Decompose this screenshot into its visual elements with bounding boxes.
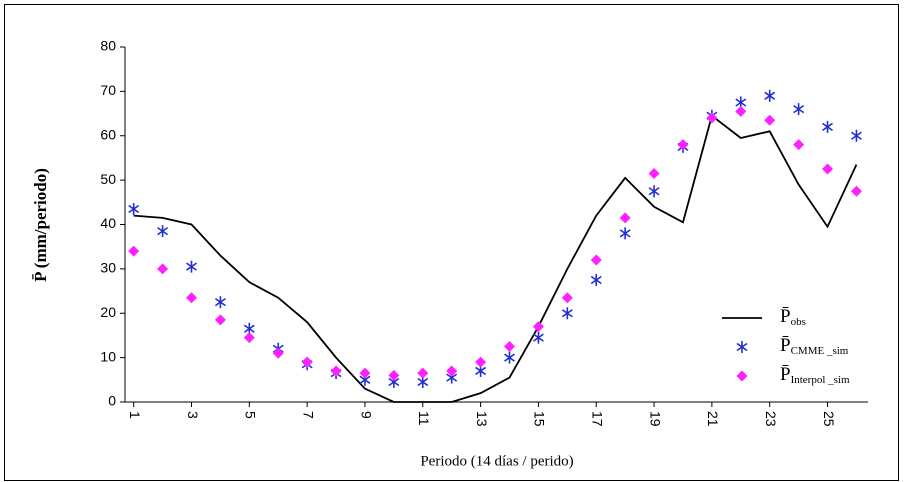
asterisk-stroke xyxy=(793,104,805,114)
data-point xyxy=(850,129,862,142)
asterisk-stroke xyxy=(590,275,602,285)
data-point xyxy=(504,341,516,353)
y-tick-label: 70 xyxy=(100,82,116,98)
legend-label: P̄obs xyxy=(780,306,806,327)
data-point xyxy=(330,365,342,377)
data-point xyxy=(388,369,400,381)
data-point xyxy=(272,347,284,359)
data-point xyxy=(128,245,140,257)
x-tick-label: 9 xyxy=(358,411,374,419)
data-line xyxy=(133,114,858,403)
y-tick-label: 60 xyxy=(100,126,116,142)
asterisk-stroke xyxy=(850,131,862,140)
legend-swatch xyxy=(736,370,748,382)
x-tick-label: 19 xyxy=(647,411,663,427)
legend-swatch xyxy=(736,341,748,353)
x-tick-label: 5 xyxy=(243,411,259,419)
data-point xyxy=(822,163,834,175)
data-point xyxy=(561,292,573,304)
x-tick-label: 3 xyxy=(185,411,201,419)
data-point xyxy=(735,105,747,117)
data-point xyxy=(706,112,718,124)
y-tick-label: 50 xyxy=(100,171,116,187)
frame xyxy=(4,4,899,481)
data-point xyxy=(619,212,631,224)
data-point xyxy=(619,227,631,240)
data-point xyxy=(648,185,660,198)
data-point xyxy=(446,365,458,377)
data-point xyxy=(504,351,515,364)
data-point xyxy=(822,120,833,133)
data-point xyxy=(590,254,602,266)
data-point xyxy=(764,114,776,126)
asterisk-stroke xyxy=(446,373,458,382)
asterisk-stroke xyxy=(157,227,169,236)
data-point xyxy=(157,263,169,275)
x-tick-label: 11 xyxy=(416,411,432,426)
data-point xyxy=(532,331,544,344)
asterisk-stroke xyxy=(186,262,197,271)
x-tick-label: 7 xyxy=(300,411,316,419)
data-point xyxy=(186,260,197,273)
data-point xyxy=(214,296,226,309)
asterisk-stroke xyxy=(822,122,833,132)
asterisk-stroke xyxy=(417,377,429,387)
asterisk-stroke xyxy=(359,375,371,384)
asterisk-stroke xyxy=(388,377,400,387)
asterisk-stroke xyxy=(736,342,748,352)
data-point xyxy=(417,367,429,379)
asterisk-stroke xyxy=(243,324,255,333)
asterisk-stroke xyxy=(619,229,631,238)
legend-label: P̄CMME _sim xyxy=(780,335,849,356)
y-tick-label: 10 xyxy=(100,348,116,364)
y-tick-label: 80 xyxy=(100,38,116,54)
asterisk-stroke xyxy=(504,353,515,362)
data-point xyxy=(764,89,776,102)
data-point xyxy=(214,314,226,326)
data-point xyxy=(793,139,805,151)
x-tick-label: 23 xyxy=(763,411,779,427)
data-point xyxy=(532,321,544,333)
y-tick-label: 20 xyxy=(100,304,116,320)
x-tick-label: 13 xyxy=(474,411,490,427)
y-tick-label: 40 xyxy=(100,215,116,231)
asterisk-stroke xyxy=(532,333,544,342)
x-tick-label: 25 xyxy=(821,411,837,427)
asterisk-stroke xyxy=(128,204,140,214)
asterisk-stroke xyxy=(561,309,573,318)
data-point xyxy=(128,202,140,215)
data-point xyxy=(793,103,805,116)
data-point xyxy=(243,332,255,344)
asterisk-stroke xyxy=(475,366,487,376)
data-point xyxy=(561,307,573,320)
y-axis-title: P̄ (mm/periodo) xyxy=(31,168,50,282)
data-point xyxy=(157,225,169,238)
data-point xyxy=(677,139,689,151)
data-point xyxy=(648,167,660,179)
data-point xyxy=(475,356,487,368)
legend-label: P̄Interpol _sim xyxy=(780,364,850,385)
x-tick-label: 21 xyxy=(705,411,721,427)
y-tick-label: 0 xyxy=(108,393,116,409)
x-axis-title: Periodo (14 días / perido) xyxy=(420,453,573,469)
asterisk-stroke xyxy=(735,98,747,107)
data-point xyxy=(850,185,862,197)
y-tick-label: 30 xyxy=(100,260,116,276)
data-point xyxy=(359,367,371,379)
data-point xyxy=(185,292,197,304)
x-tick-label: 15 xyxy=(532,411,548,427)
x-tick-label: 17 xyxy=(590,411,606,427)
data-point xyxy=(301,356,313,368)
data-point xyxy=(590,273,602,286)
asterisk-stroke xyxy=(764,91,776,100)
asterisk-stroke xyxy=(648,187,660,196)
x-tick-label: 1 xyxy=(127,411,143,419)
asterisk-stroke xyxy=(214,298,226,307)
